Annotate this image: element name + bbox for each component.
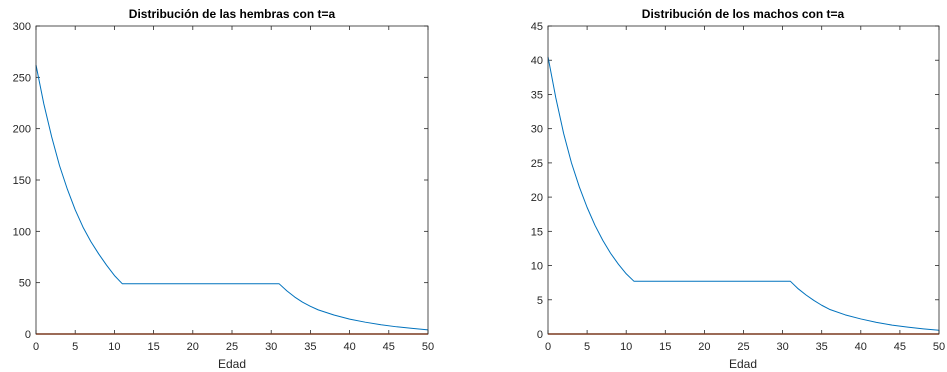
- y-tick-label: 0: [537, 329, 543, 341]
- x-tick-label: 20: [187, 341, 199, 353]
- tick-layer-hembras: 0 5 10 15 20 25 30 35 40 45 50 0 50 100 150 200 250 300: [13, 21, 434, 353]
- x-axis-label-hembras: Edad: [218, 357, 246, 371]
- series-line-machos-1: [547, 56, 940, 331]
- axes-box-machos: [547, 25, 940, 335]
- x-tick-label: 45: [383, 341, 395, 353]
- x-tick-label: 20: [698, 341, 710, 353]
- axes-box-hembras: [35, 25, 429, 335]
- y-tick-label: 35: [531, 89, 543, 101]
- x-tick-label: 15: [659, 341, 671, 353]
- series-line-hembras-1: [35, 64, 429, 331]
- x-tick-label: 35: [816, 341, 828, 353]
- x-tick-label: 50: [422, 341, 434, 353]
- y-tick-label: 40: [531, 55, 543, 67]
- y-tick-label: 25: [531, 158, 543, 170]
- x-tick-label: 0: [545, 341, 551, 353]
- x-axis-label-machos: Edad: [729, 357, 757, 371]
- y-tick-label: 200: [13, 124, 31, 136]
- x-tick-label: 40: [343, 341, 355, 353]
- series-layer-hembras: [35, 64, 429, 335]
- x-tick-label: 25: [737, 341, 749, 353]
- tick-layer-machos: 0 5 10 15 20 25 30 35 40 45 50 0 5 10 15 20 25 30 35 40 45: [531, 21, 945, 353]
- y-tick-label: 15: [531, 226, 543, 238]
- x-tick-label: 25: [226, 341, 238, 353]
- y-tick-label: 30: [531, 124, 543, 136]
- series-layer-machos: [547, 56, 940, 335]
- y-tick-label: 45: [531, 21, 543, 33]
- x-tick-label: 50: [933, 341, 945, 353]
- x-tick-label: 30: [776, 341, 788, 353]
- chart-hembras: Distribución de las hembras con t=a 0 5 10…: [13, 7, 434, 371]
- chart-title-hembras: Distribución de las hembras con t=a: [129, 7, 336, 21]
- y-tick-label: 5: [537, 295, 543, 307]
- x-tick-label: 35: [304, 341, 316, 353]
- y-tick-label: 250: [13, 72, 31, 84]
- x-tick-label: 15: [147, 341, 159, 353]
- x-tick-label: 45: [894, 341, 906, 353]
- y-tick-label: 150: [13, 175, 31, 187]
- y-tick-label: 0: [25, 329, 31, 341]
- x-tick-label: 30: [265, 341, 277, 353]
- x-tick-label: 10: [620, 341, 632, 353]
- x-tick-label: 0: [33, 341, 39, 353]
- x-tick-label: 5: [584, 341, 590, 353]
- y-tick-label: 20: [531, 192, 543, 204]
- x-tick-label: 40: [855, 341, 867, 353]
- x-tick-label: 5: [72, 341, 78, 353]
- chart-title-machos: Distribución de los machos con t=a: [642, 7, 845, 21]
- y-tick-label: 50: [19, 278, 31, 290]
- y-tick-label: 300: [13, 21, 31, 33]
- y-tick-label: 10: [531, 261, 543, 273]
- y-tick-label: 100: [13, 226, 31, 238]
- x-tick-label: 10: [108, 341, 120, 353]
- chart-machos: Distribución de los machos con t=a 0 5 10 1…: [531, 7, 945, 371]
